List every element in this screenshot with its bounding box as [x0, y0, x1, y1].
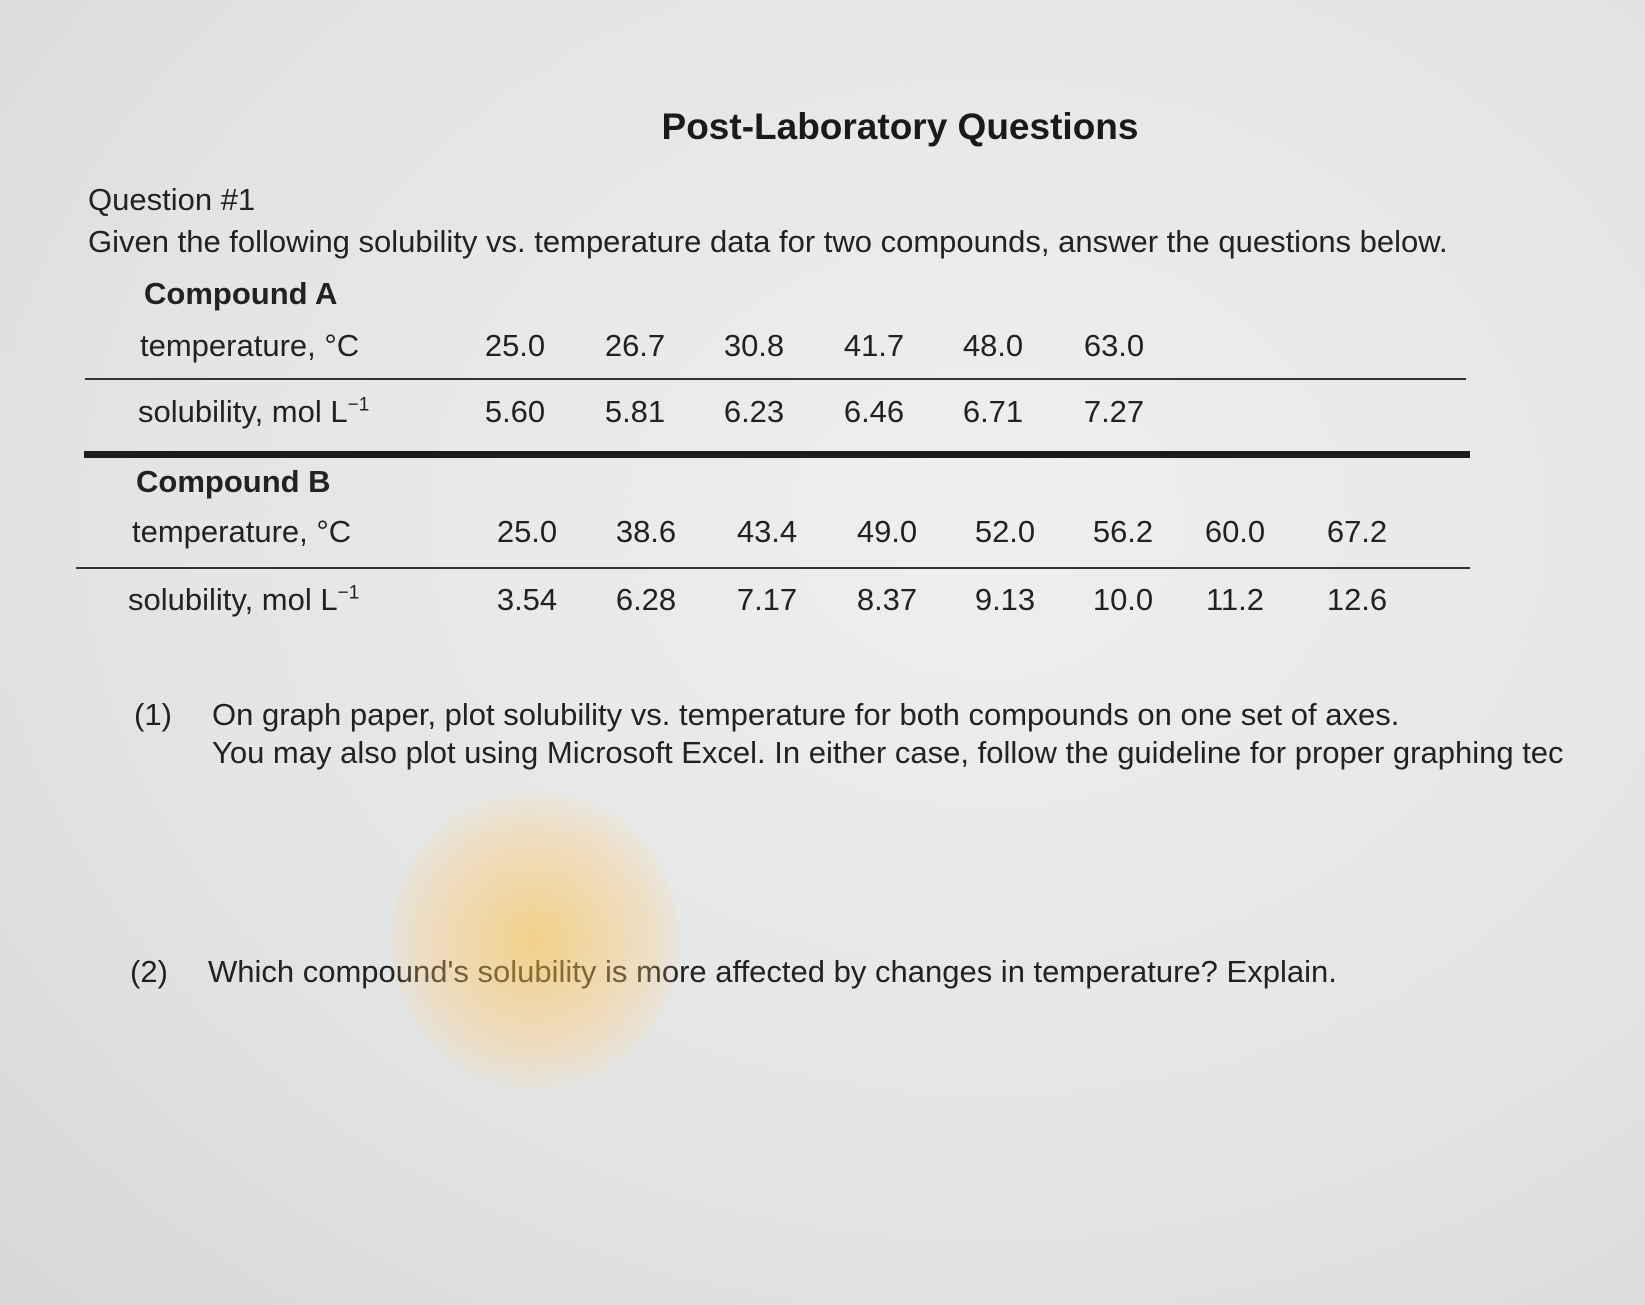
- table-cell: 6.71: [962, 394, 1024, 429]
- row-label-text: temperature, °C: [140, 328, 360, 363]
- table-cell: 25.0: [496, 514, 558, 549]
- table-cell: 12.6: [1326, 582, 1388, 617]
- table-cell: 30.8: [723, 328, 785, 363]
- row-label-text: temperature, °C: [132, 514, 352, 549]
- table-cell: 52.0: [974, 514, 1036, 549]
- table-cell: 67.2: [1326, 514, 1388, 549]
- row-label: temperature, °C: [140, 328, 359, 364]
- table-cell: 7.27: [1083, 394, 1145, 429]
- question-number: (1): [134, 697, 172, 732]
- table-cell: 5.60: [484, 394, 546, 429]
- unit-exponent: −1: [337, 582, 360, 604]
- table-rule: [85, 378, 1466, 380]
- table-cell: 43.4: [736, 514, 798, 549]
- table-cell: 48.0: [962, 328, 1024, 363]
- question-text: Which compound's solubility is more affe…: [208, 954, 1337, 989]
- compound-name: Compound A: [144, 276, 338, 311]
- table-cell: 41.7: [843, 328, 905, 363]
- row-label: temperature, °C: [132, 514, 351, 550]
- table-cell: 11.2: [1205, 582, 1265, 617]
- table-rule: [76, 567, 1470, 569]
- question-text: You may also plot using Microsoft Excel.…: [212, 735, 1564, 770]
- row-label: solubility, mol L−1: [138, 394, 369, 430]
- table-cell: 38.6: [615, 514, 677, 549]
- row-label: solubility, mol L−1: [128, 582, 359, 618]
- row-label-text: solubility, mol L: [128, 582, 338, 617]
- table-cell: 7.17: [736, 582, 798, 617]
- table-cell: 9.13: [974, 582, 1036, 617]
- table-cell: 10.0: [1092, 582, 1154, 617]
- question-heading: Question #1: [88, 182, 256, 217]
- compound-name: Compound B: [136, 464, 331, 499]
- page-title: Post-Laboratory Questions: [661, 106, 1139, 147]
- table-cell: 8.37: [856, 582, 918, 617]
- light-glare: [390, 790, 680, 1090]
- table-divider: [84, 451, 1470, 458]
- unit-exponent: −1: [347, 394, 370, 416]
- table-cell: 6.23: [723, 394, 785, 429]
- row-label-text: solubility, mol L: [138, 394, 348, 429]
- table-cell: 25.0: [484, 328, 546, 363]
- question-number: (2): [130, 954, 168, 989]
- intro: Given the following solubility vs. tempe…: [88, 224, 1448, 259]
- table-cell: 3.54: [496, 582, 558, 617]
- table-cell: 63.0: [1083, 328, 1145, 363]
- table-cell: 56.2: [1092, 514, 1154, 549]
- question-text: On graph paper, plot solubility vs. temp…: [212, 697, 1400, 732]
- table-cell: 5.81: [604, 394, 666, 429]
- table-cell: 49.0: [856, 514, 918, 549]
- table-cell: 6.46: [843, 394, 905, 429]
- table-cell: 60.0: [1204, 514, 1266, 549]
- table-cell: 6.28: [615, 582, 677, 617]
- table-cell: 26.7: [604, 328, 666, 363]
